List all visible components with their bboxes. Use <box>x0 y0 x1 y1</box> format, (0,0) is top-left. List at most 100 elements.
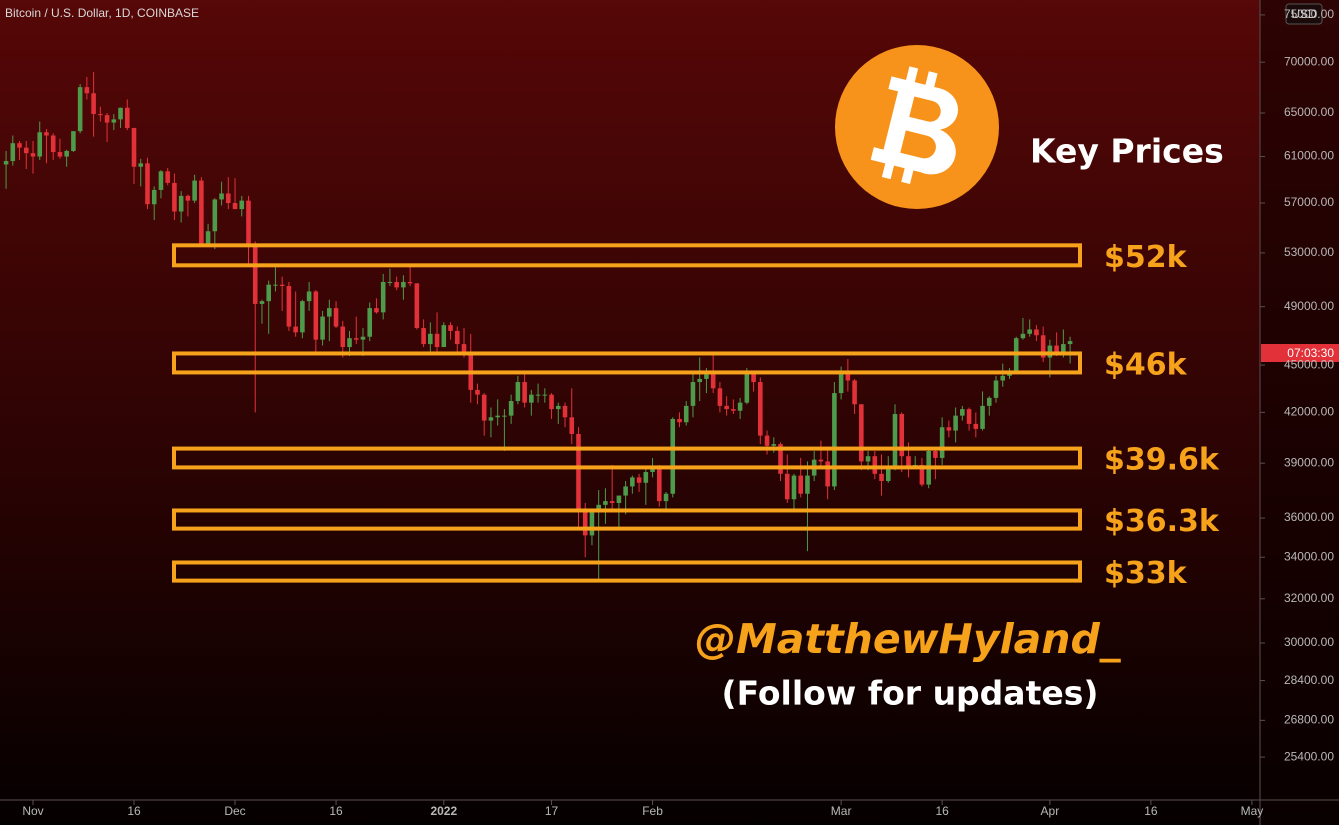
candle-body <box>966 409 972 424</box>
candle-body <box>778 444 783 474</box>
y-tick-label: 57000.00 <box>1284 195 1334 209</box>
candle-body <box>320 316 325 340</box>
x-tick-label: May <box>1241 804 1264 818</box>
candle-body <box>1054 345 1059 354</box>
x-tick-label: 16 <box>935 804 949 818</box>
candle-body <box>549 394 554 410</box>
candle-body <box>717 388 723 406</box>
countdown-tag <box>1261 344 1339 362</box>
y-tick-label: 28400.00 <box>1284 673 1334 687</box>
candle-body <box>266 284 271 302</box>
candle-body <box>212 199 218 232</box>
candle-body <box>953 415 958 431</box>
candle-body <box>542 394 548 396</box>
note: (Follow for updates) <box>722 674 1099 713</box>
zone-label: $52k <box>1104 240 1188 275</box>
x-tick-label: 17 <box>545 804 559 818</box>
candle-body <box>286 286 292 327</box>
y-tick-label: 34000.00 <box>1284 549 1334 563</box>
candle-body <box>818 459 824 462</box>
y-tick-label: 26800.00 <box>1284 713 1334 727</box>
candle-body <box>663 493 669 502</box>
x-tick-label: Feb <box>642 804 663 818</box>
candle-body <box>64 150 69 157</box>
candle-body <box>293 326 298 333</box>
candle-body <box>232 203 238 210</box>
candle-body <box>57 152 63 157</box>
x-tick-label: Mar <box>831 804 852 818</box>
candle-body <box>784 473 790 500</box>
currency-badge[interactable] <box>1285 3 1323 25</box>
candle-body <box>219 193 224 200</box>
candle-body <box>428 333 433 345</box>
candle-body <box>865 456 871 462</box>
zone-label: $46k <box>1104 347 1188 382</box>
candle-body <box>23 147 29 154</box>
candle-body <box>353 338 359 340</box>
candle-body <box>906 456 911 467</box>
candle-body <box>657 468 662 502</box>
candle-body <box>704 374 709 379</box>
candle-body <box>933 450 938 458</box>
candle-body <box>340 326 346 348</box>
candle-body <box>980 405 985 429</box>
x-tick-label: 2022 <box>430 804 457 818</box>
zone-label: $39.6k <box>1104 442 1220 477</box>
candle-body <box>205 231 211 244</box>
candle-body <box>805 475 810 494</box>
candle-body <box>603 501 608 505</box>
candle-body <box>616 495 622 503</box>
candle-body <box>306 291 312 302</box>
x-tick-label: 16 <box>329 804 343 818</box>
price-zone <box>172 351 1082 375</box>
candle-body <box>630 477 635 487</box>
candle-body <box>360 336 366 340</box>
candle-body <box>791 475 797 500</box>
y-tick-label: 49000.00 <box>1284 299 1334 313</box>
x-tick-label: Dec <box>224 804 245 818</box>
candle-body <box>380 281 386 313</box>
candle-body <box>683 405 689 423</box>
candle-body <box>1000 375 1006 381</box>
price-zone <box>172 560 1082 583</box>
candle-body <box>535 394 541 396</box>
candle-body <box>131 127 137 167</box>
candle-body <box>421 328 426 345</box>
y-tick-label: 45000.00 <box>1284 357 1334 371</box>
candle-body <box>650 468 655 473</box>
candle-body <box>178 195 184 212</box>
candle-body <box>569 417 575 434</box>
zone-label: $36.3k <box>1104 504 1220 539</box>
candle-body <box>582 508 588 536</box>
candle-body <box>488 417 494 421</box>
handle: @MatthewHyland_ <box>695 615 1121 663</box>
candle-body <box>825 461 830 487</box>
candle-body <box>737 402 743 411</box>
x-tick-label: 16 <box>1144 804 1158 818</box>
candle-body <box>838 374 844 394</box>
candle-body <box>434 333 440 348</box>
candle-body <box>771 444 777 446</box>
candle-body <box>226 193 231 204</box>
candle-body <box>859 404 864 462</box>
candle-body <box>758 382 763 436</box>
candle-body <box>495 415 500 418</box>
candle-body <box>636 477 642 483</box>
y-tick-label: 53000.00 <box>1284 245 1334 259</box>
candle-body <box>576 433 581 509</box>
y-tick-label: 39000.00 <box>1284 455 1334 469</box>
candle-body <box>259 301 265 304</box>
candle-body <box>677 418 682 423</box>
candle-body <box>394 281 399 288</box>
candle-body <box>414 283 420 329</box>
candle-body <box>515 382 521 402</box>
candle-body <box>508 401 514 416</box>
candle-body <box>724 405 729 410</box>
x-tick-label: Nov <box>22 804 43 818</box>
candle-body <box>333 308 339 327</box>
candle-body <box>919 464 925 485</box>
candle-body <box>697 378 702 383</box>
